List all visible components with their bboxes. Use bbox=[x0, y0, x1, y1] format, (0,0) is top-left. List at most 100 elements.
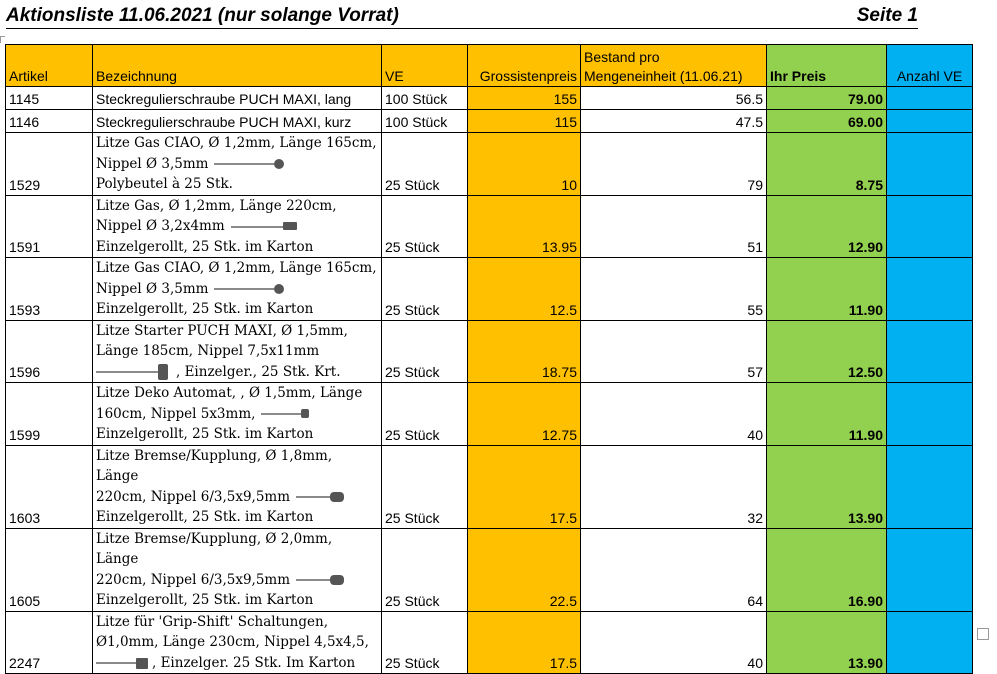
cell-bezeichnung: Litze Starter PUCH MAXI, Ø 1,5mm, Länge 1… bbox=[92, 319, 382, 383]
table-row: 1591 Litze Gas, Ø 1,2mm, Länge 220cm, Nipp… bbox=[5, 194, 973, 258]
cell-ve: 100 Stück bbox=[381, 109, 468, 133]
description-text: Litze Bremse/Kupplung, Ø 1,8mm, Länge bbox=[96, 447, 333, 485]
cell-ihr-preis: 69.00 bbox=[766, 109, 887, 133]
cell-ve: 25 Stück bbox=[381, 527, 468, 612]
cell-ve: 100 Stück bbox=[381, 86, 468, 110]
cell-bestand: 32 bbox=[580, 444, 767, 529]
cell-bezeichnung: Steckregulierschraube PUCH MAXI, lang bbox=[92, 86, 382, 110]
col-header-anzahl-ve: Anzahl VE bbox=[886, 44, 973, 87]
price-table: Artikel Bezeichnung VE Grossistenpreis B… bbox=[5, 44, 973, 674]
cell-ihr-preis: 79.00 bbox=[766, 86, 887, 110]
resize-handle[interactable] bbox=[977, 628, 989, 640]
description-text: Nippel Ø 3,5mm bbox=[96, 155, 209, 172]
cell-ihr-preis: 16.90 bbox=[766, 527, 887, 612]
cell-grossistenpreis: 115 bbox=[467, 109, 581, 133]
cell-anzahl-ve[interactable] bbox=[886, 382, 973, 446]
cell-grossistenpreis: 12.5 bbox=[467, 257, 581, 321]
cell-anzahl-ve[interactable] bbox=[886, 319, 973, 383]
cell-artikel: 1145 bbox=[5, 86, 93, 110]
cell-bestand: 40 bbox=[580, 382, 767, 446]
page-number: Seite 1 bbox=[856, 5, 918, 26]
cell-artikel: 1599 bbox=[5, 382, 93, 446]
cell-anzahl-ve[interactable] bbox=[886, 527, 973, 612]
cell-grossistenpreis: 10 bbox=[467, 132, 581, 196]
cell-artikel: 1596 bbox=[5, 319, 93, 383]
cell-grossistenpreis: 17.5 bbox=[467, 610, 581, 674]
table-row: 1605 Litze Bremse/Kupplung, Ø 2,0mm, Läng… bbox=[5, 527, 973, 612]
col-header-bestand-line2: Mengeneinheit (11.06.21) bbox=[584, 68, 743, 84]
cable-small-nipple-icon bbox=[261, 409, 310, 419]
cell-ihr-preis: 13.90 bbox=[766, 610, 887, 674]
cell-grossistenpreis: 12.75 bbox=[467, 382, 581, 446]
col-header-ve: VE bbox=[381, 44, 468, 87]
table-row: 1599 Litze Deko Automat, , Ø 1,5mm, Länge… bbox=[5, 382, 973, 446]
cell-bezeichnung: Litze Bremse/Kupplung, Ø 1,8mm, Länge 220… bbox=[92, 444, 382, 529]
cell-artikel: 1591 bbox=[5, 194, 93, 258]
cell-ihr-preis: 12.90 bbox=[766, 194, 887, 258]
table-header-row: Artikel Bezeichnung VE Grossistenpreis B… bbox=[5, 44, 973, 87]
description-text: Litze Deko Automat, , Ø 1,5mm, Länge bbox=[96, 385, 363, 401]
description-text: Nippel Ø 3,5mm bbox=[96, 280, 209, 297]
cell-ihr-preis: 12.50 bbox=[766, 319, 887, 383]
description-line: 220cm, Nippel 6/3,5x9,5mm bbox=[96, 570, 378, 591]
cell-bezeichnung: Litze Bremse/Kupplung, Ø 2,0mm, Länge 220… bbox=[92, 527, 382, 612]
table-row: 1603 Litze Bremse/Kupplung, Ø 1,8mm, Läng… bbox=[5, 444, 973, 529]
cell-bestand: 40 bbox=[580, 610, 767, 674]
table-row: 1529 Litze Gas CIAO, Ø 1,2mm, Länge 165cm… bbox=[5, 132, 973, 196]
description-text: Länge 185cm, Nippel 7,5x11mm bbox=[96, 343, 320, 359]
description-text: Litze Gas, Ø 1,2mm, Länge 220cm, bbox=[96, 197, 337, 214]
cell-grossistenpreis: 13.95 bbox=[467, 194, 581, 258]
table-row: 1146 Steckregulierschraube PUCH MAXI, kur… bbox=[5, 109, 973, 133]
description-text: Einzelgerollt, 25 Stk. im Karton bbox=[96, 426, 314, 442]
cell-ihr-preis: 8.75 bbox=[766, 132, 887, 196]
cell-bezeichnung: Litze Gas CIAO, Ø 1,2mm, Länge 165cm, Nip… bbox=[92, 257, 382, 321]
description-line: Einzelgerollt, 25 Stk. im Karton bbox=[96, 237, 378, 257]
description-line: Einzelgerollt, 25 Stk. im Karton bbox=[96, 424, 378, 444]
cable-brake-nipple-icon bbox=[296, 575, 345, 585]
cell-anzahl-ve[interactable] bbox=[886, 610, 973, 674]
description-text: Polybeutel à 25 Stk. bbox=[96, 176, 233, 192]
col-header-bestand-line1: Bestand pro bbox=[584, 49, 660, 65]
cell-artikel: 1603 bbox=[5, 444, 93, 529]
cell-bestand: 56.5 bbox=[580, 86, 767, 110]
description-line: Litze Bremse/Kupplung, Ø 2,0mm, Länge bbox=[96, 529, 378, 570]
table-row: 2247 Litze für 'Grip-Shift' Schaltungen, Ø… bbox=[5, 610, 973, 674]
cell-grossistenpreis: 17.5 bbox=[467, 444, 581, 529]
description-text: , Einzelger., 25 Stk. Krt. bbox=[176, 363, 341, 380]
table-row: 1596 Litze Starter PUCH MAXI, Ø 1,5mm, Län… bbox=[5, 319, 973, 383]
cell-ihr-preis: 11.90 bbox=[766, 382, 887, 446]
table-row: 1593 Litze Gas CIAO, Ø 1,2mm, Länge 165cm… bbox=[5, 257, 973, 321]
cell-anzahl-ve[interactable] bbox=[886, 194, 973, 258]
description-text: 220cm, Nippel 6/3,5x9,5mm bbox=[96, 571, 291, 588]
cell-artikel: 1146 bbox=[5, 109, 93, 133]
description-line: Nippel Ø 3,2x4mm bbox=[96, 216, 378, 237]
cell-ve: 25 Stück bbox=[381, 132, 468, 196]
cell-anzahl-ve[interactable] bbox=[886, 444, 973, 529]
cell-artikel: 2247 bbox=[5, 610, 93, 674]
description-line: , Einzelger., 25 Stk. Krt. bbox=[96, 362, 378, 382]
selection-corner-mark bbox=[0, 36, 5, 43]
description-line: 160cm, Nippel 5x3mm, bbox=[96, 404, 378, 425]
cell-bestand: 55 bbox=[580, 257, 767, 321]
cell-anzahl-ve[interactable] bbox=[886, 86, 973, 110]
description-line: , Einzelger. 25 Stk. Im Karton bbox=[96, 653, 378, 673]
cell-artikel: 1529 bbox=[5, 132, 93, 196]
description-line: Nippel Ø 3,5mm bbox=[96, 279, 378, 300]
description-line: 220cm, Nippel 6/3,5x9,5mm bbox=[96, 487, 378, 508]
cell-anzahl-ve[interactable] bbox=[886, 109, 973, 133]
cell-grossistenpreis: 18.75 bbox=[467, 319, 581, 383]
description-line: Einzelgerollt, 25 Stk. im Karton bbox=[96, 299, 378, 319]
description-line: Litze für 'Grip-Shift' Schaltungen, bbox=[96, 612, 378, 632]
cable-brake-nipple-icon bbox=[296, 492, 345, 502]
col-header-bezeichnung: Bezeichnung bbox=[92, 44, 382, 87]
cable-grip-shift-nipple-icon bbox=[96, 657, 148, 669]
cell-ve: 25 Stück bbox=[381, 382, 468, 446]
cell-ihr-preis: 13.90 bbox=[766, 444, 887, 529]
description-text: Einzelgerollt, 25 Stk. im Karton bbox=[96, 301, 314, 317]
description-line: Steckregulierschraube PUCH MAXI, kurz bbox=[96, 112, 378, 132]
cell-anzahl-ve[interactable] bbox=[886, 132, 973, 196]
cell-bezeichnung: Litze Gas CIAO, Ø 1,2mm, Länge 165cm, Nip… bbox=[92, 132, 382, 196]
cell-artikel: 1593 bbox=[5, 257, 93, 321]
cell-anzahl-ve[interactable] bbox=[886, 257, 973, 321]
description-line: Litze Bremse/Kupplung, Ø 1,8mm, Länge bbox=[96, 446, 378, 487]
